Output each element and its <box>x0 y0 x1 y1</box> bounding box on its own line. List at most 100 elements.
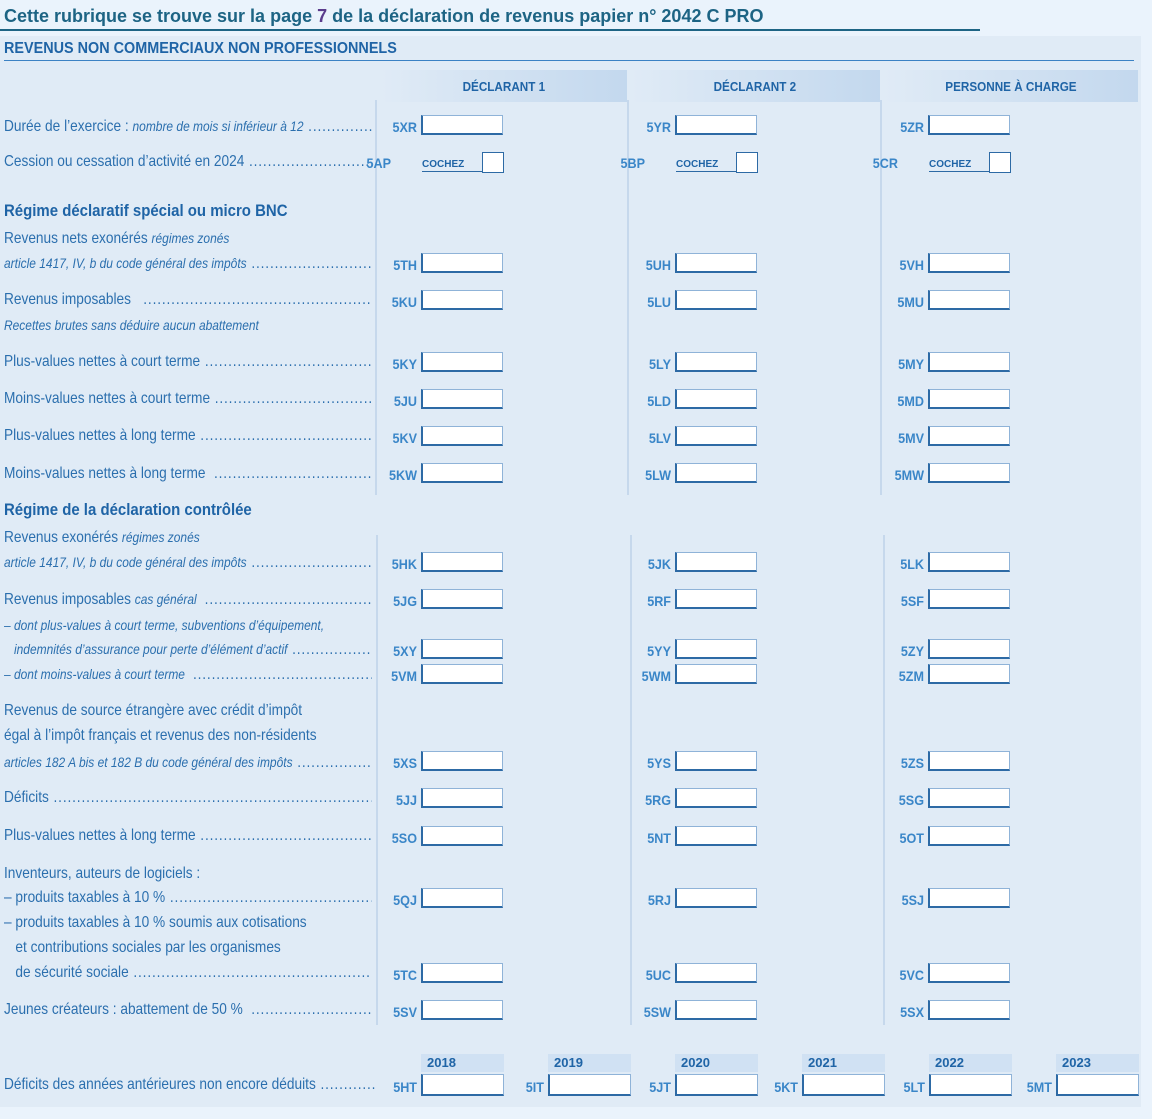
field-label-text: de sécurité sociale <box>4 964 129 981</box>
input-5vm[interactable] <box>421 664 503 684</box>
field-label-text: Plus-values nettes à long terme <box>4 427 196 444</box>
input-5ot[interactable] <box>928 826 1010 846</box>
field-label-text: Déficits <box>4 789 49 806</box>
input-5xs[interactable] <box>421 751 503 771</box>
column-header-declarant-2: DÉCLARANT 2 <box>630 70 880 102</box>
field-label-text: – produits taxables à 10 % soumis aux co… <box>4 914 307 931</box>
input-5my[interactable] <box>928 352 1010 372</box>
input-5ju[interactable] <box>421 389 503 409</box>
field-label-note: – dont moins-values à court terme <box>4 666 189 682</box>
input-5lw[interactable] <box>675 463 757 483</box>
field-code: 5RF <box>647 593 671 609</box>
input-5kv[interactable] <box>421 426 503 446</box>
input-5yr[interactable] <box>675 115 757 135</box>
input-5sw[interactable] <box>675 1000 757 1020</box>
cessation-checkbox-5ap[interactable] <box>482 152 504 173</box>
input-5mu[interactable] <box>928 290 1010 310</box>
year-header: 2018 <box>421 1054 504 1072</box>
field-code: 5IT <box>525 1079 544 1095</box>
input-5yy[interactable] <box>675 639 757 659</box>
input-5qj[interactable] <box>421 888 503 908</box>
input-5wm[interactable] <box>675 664 757 684</box>
input-5ku[interactable] <box>421 290 503 310</box>
input-5zy[interactable] <box>928 639 1010 659</box>
field-code: 5CR <box>872 155 898 171</box>
input-5xr[interactable] <box>421 115 503 135</box>
field-label: – dont moins-values à court terme <box>4 665 372 683</box>
input-5sx[interactable] <box>928 1000 1010 1020</box>
input-5sf[interactable] <box>928 589 1010 609</box>
field-code: 5KW <box>388 467 417 483</box>
input-5jt[interactable] <box>675 1074 758 1096</box>
cessation-checkbox-5bp[interactable] <box>736 152 758 173</box>
input-5xy[interactable] <box>421 639 503 659</box>
field-code: 5XS <box>393 755 417 771</box>
input-5it[interactable] <box>548 1074 631 1096</box>
field-code: 5LV <box>648 430 671 446</box>
field-code: 5LT <box>903 1079 925 1095</box>
input-5kw[interactable] <box>421 463 503 483</box>
input-5mv[interactable] <box>928 426 1010 446</box>
input-5ys[interactable] <box>675 751 757 771</box>
input-5kt[interactable] <box>802 1074 885 1096</box>
field-code: 5UH <box>645 257 671 273</box>
cessation-checkbox-5cr[interactable] <box>989 152 1011 173</box>
column-divider <box>883 535 885 1025</box>
input-5lu[interactable] <box>675 290 757 310</box>
input-5uh[interactable] <box>675 253 757 273</box>
input-5jg[interactable] <box>421 589 503 609</box>
field-code: 5VM <box>391 668 417 684</box>
field-label: de sécurité sociale <box>4 964 372 982</box>
section-divider <box>4 60 1134 61</box>
input-5sj[interactable] <box>928 888 1010 908</box>
field-label-note: nombre de mois si inférieur à 12 <box>132 118 304 134</box>
input-5th[interactable] <box>421 253 503 273</box>
notice-page-number: 7 <box>317 6 328 26</box>
field-code: 5UC <box>645 967 671 983</box>
input-5ht[interactable] <box>421 1074 504 1096</box>
input-5lt[interactable] <box>929 1074 1012 1096</box>
input-5vc[interactable] <box>928 963 1010 983</box>
input-5ly[interactable] <box>675 352 757 372</box>
cochez-label: COCHEZ <box>929 159 989 172</box>
input-5tc[interactable] <box>421 963 503 983</box>
input-5zr[interactable] <box>928 115 1010 135</box>
field-label: Revenus de source étrangère avec crédit … <box>4 702 372 720</box>
field-code: 5YS <box>647 755 671 771</box>
input-5rg[interactable] <box>675 788 757 808</box>
input-5jj[interactable] <box>421 788 503 808</box>
input-5vh[interactable] <box>928 253 1010 273</box>
field-code: 5SF <box>900 593 924 609</box>
field-label: Déficits <box>4 789 372 807</box>
input-5ky[interactable] <box>421 352 503 372</box>
input-5hk[interactable] <box>421 552 503 572</box>
field-code: 5KT <box>774 1079 798 1095</box>
input-5lv[interactable] <box>675 426 757 446</box>
input-5uc[interactable] <box>675 963 757 983</box>
input-5rj[interactable] <box>675 888 757 908</box>
input-5sg[interactable] <box>928 788 1010 808</box>
input-5so[interactable] <box>421 826 503 846</box>
field-code: 5VH <box>899 257 924 273</box>
field-code: 5JK <box>647 556 671 572</box>
input-5sv[interactable] <box>421 1000 503 1020</box>
input-5nt[interactable] <box>675 826 757 846</box>
input-5ld[interactable] <box>675 389 757 409</box>
input-5mw[interactable] <box>928 463 1010 483</box>
field-code: 5MV <box>898 430 924 446</box>
field-label: Plus-values nettes à court terme <box>4 353 372 371</box>
input-5mt[interactable] <box>1056 1074 1139 1096</box>
input-5jk[interactable] <box>675 552 757 572</box>
column-divider <box>376 535 378 1025</box>
field-code: 5MU <box>897 294 924 310</box>
field-label-note: régimes zonés <box>121 529 200 545</box>
field-code: 5LK <box>900 556 924 572</box>
field-label-note: article 1417, IV, b du code général des … <box>4 255 247 271</box>
field-code: 5SO <box>391 830 417 846</box>
input-5zm[interactable] <box>928 664 1010 684</box>
input-5rf[interactable] <box>675 589 757 609</box>
input-5lk[interactable] <box>928 552 1010 572</box>
field-code: 5MD <box>897 393 924 409</box>
input-5zs[interactable] <box>928 751 1010 771</box>
input-5md[interactable] <box>928 389 1010 409</box>
